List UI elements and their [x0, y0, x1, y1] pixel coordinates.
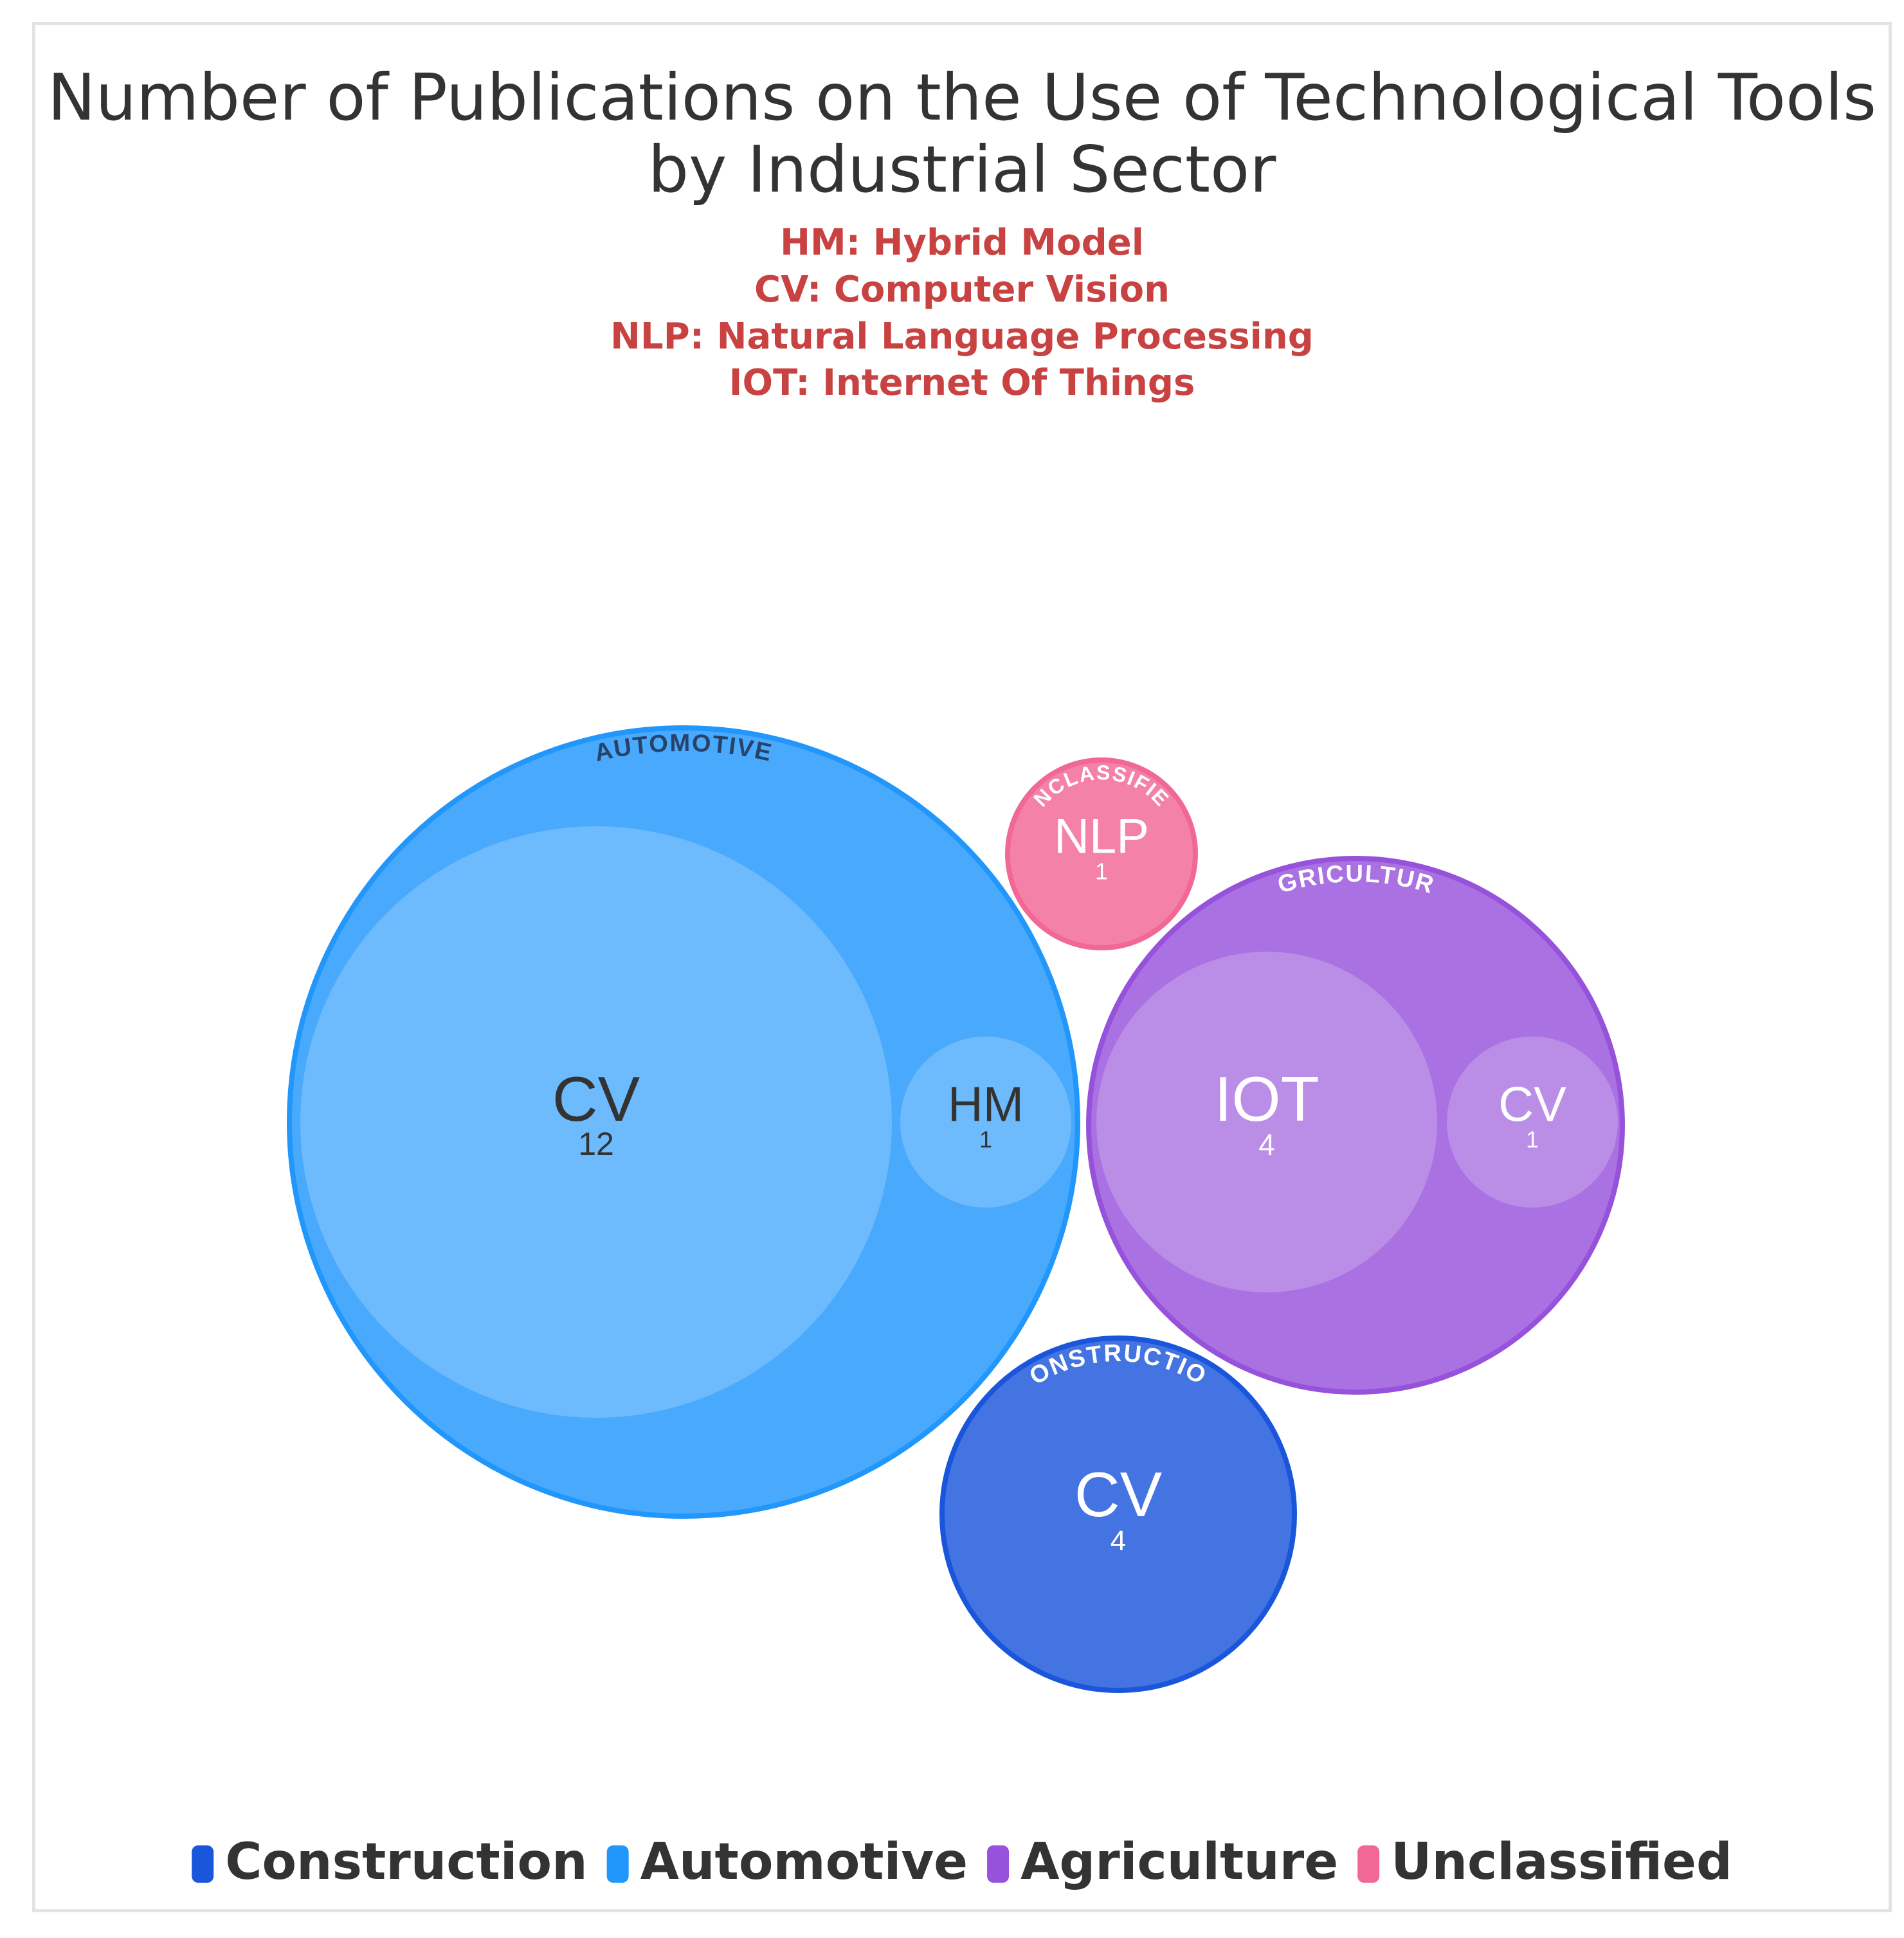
bubble-label-unclassified-nlp: NLP [1054, 809, 1149, 864]
legend-swatch-unclassified [1357, 1845, 1380, 1883]
bubble-label-automotive-cv: CV [552, 1064, 640, 1134]
bubble-unclassified[interactable] [1005, 757, 1198, 950]
legend-label-unclassified: Unclassified [1391, 1833, 1732, 1891]
bubble-value-automotive-cv: 12 [578, 1126, 614, 1162]
legend-swatch-construction [192, 1845, 214, 1883]
legend-label-automotive: Automotive [640, 1833, 968, 1891]
bubble-automotive[interactable] [287, 725, 1080, 1519]
legend-item-agriculture[interactable]: Agriculture [987, 1833, 1338, 1891]
legend-swatch-agriculture [987, 1845, 1010, 1883]
chart-frame [32, 22, 1892, 1912]
bubble-value-agriculture-iot: 4 [1258, 1128, 1275, 1161]
bubble-automotive-cv[interactable] [300, 826, 892, 1418]
bubble-label-construction-cv: CV [1074, 1459, 1162, 1530]
chart-legend: Construction Automotive Agriculture Unclass… [192, 1833, 1732, 1891]
bubble-agriculture[interactable] [1086, 856, 1625, 1395]
chart-subtitle: HM: Hybrid Model CV: Computer Vision NLP… [610, 222, 1314, 404]
legend-label-construction: Construction [225, 1833, 587, 1891]
bubble-agriculture-iot[interactable] [1096, 952, 1437, 1292]
chart-title: Number of Publications on the Use of Tec… [48, 60, 1876, 207]
bubble-construction[interactable] [939, 1336, 1297, 1693]
subtitle-line-nlp: NLP: Natural Language Processing [610, 316, 1314, 358]
legend-swatch-automotive [606, 1845, 629, 1883]
legend-item-automotive[interactable]: Automotive [606, 1833, 968, 1891]
bubble-value-construction-cv: 4 [1111, 1525, 1126, 1557]
chart-title-line-2: by Industrial Sector [648, 132, 1277, 207]
bubble-value-unclassified-nlp: 1 [1095, 858, 1108, 885]
subtitle-line-iot: IOT: Internet Of Things [729, 362, 1195, 404]
legend-item-unclassified[interactable]: Unclassified [1357, 1833, 1732, 1891]
chart-title-line-1: Number of Publications on the Use of Tec… [48, 60, 1876, 135]
bubble-agriculture-cv[interactable] [1447, 1037, 1618, 1208]
bubble-label-automotive-hm: HM [948, 1077, 1024, 1132]
bubble-automotive-hm[interactable] [900, 1037, 1071, 1208]
subtitle-line-cv: CV: Computer Vision [754, 269, 1170, 311]
legend-item-construction[interactable]: Construction [192, 1833, 588, 1891]
bubble-label-agriculture-iot: IOT [1214, 1064, 1319, 1134]
subtitle-line-hm: HM: Hybrid Model [780, 222, 1144, 264]
bubble-value-agriculture-cv: 1 [1526, 1127, 1539, 1153]
legend-label-agriculture: Agriculture [1020, 1833, 1338, 1891]
bubble-label-agriculture-cv: CV [1498, 1077, 1566, 1132]
bubble-value-automotive-hm: 1 [979, 1127, 992, 1153]
